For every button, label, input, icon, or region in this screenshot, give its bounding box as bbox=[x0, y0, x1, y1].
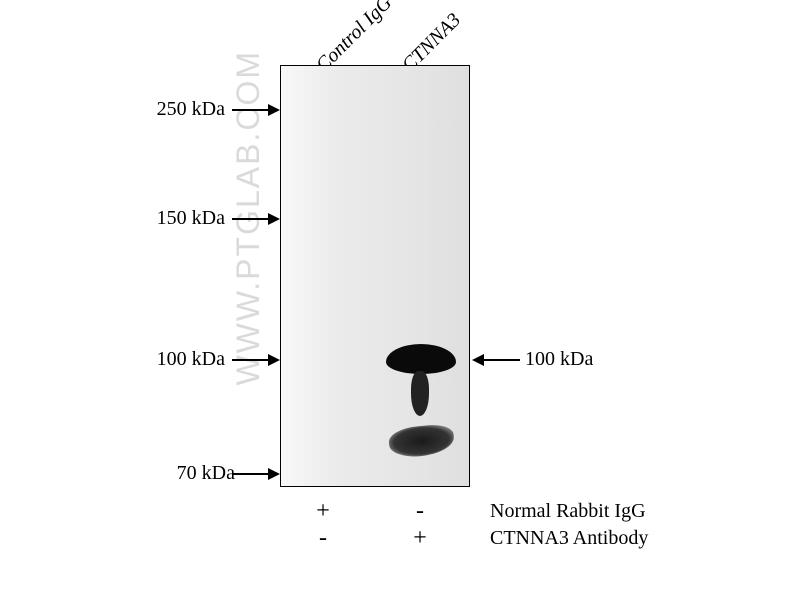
mw-marker-70: 70 kDa bbox=[135, 462, 235, 485]
treatment-target-ab: + bbox=[405, 525, 435, 552]
band-100kda-main bbox=[386, 344, 456, 374]
arrow-250 bbox=[232, 100, 280, 120]
treatment-target-igg: - bbox=[405, 498, 435, 525]
band-label-detected: 100 kDa bbox=[525, 348, 593, 371]
band-lower bbox=[388, 423, 455, 459]
arrow-70 bbox=[232, 464, 280, 484]
mw-marker-150: 150 kDa bbox=[125, 207, 225, 230]
treatment-label-ab: CTNNA3 Antibody bbox=[490, 527, 648, 550]
arrow-band-detected bbox=[472, 350, 520, 370]
blot-membrane bbox=[280, 65, 470, 487]
treatment-label-igg: Normal Rabbit IgG bbox=[490, 500, 646, 523]
band-smear bbox=[411, 371, 429, 416]
mw-marker-100: 100 kDa bbox=[125, 348, 225, 371]
treatment-control-ab: - bbox=[308, 525, 338, 552]
mw-marker-250: 250 kDa bbox=[125, 98, 225, 121]
arrow-100 bbox=[232, 350, 280, 370]
arrow-150 bbox=[232, 209, 280, 229]
western-blot-figure: WWW.PTGLAB.COM Control IgG CTNNA3 250 kD… bbox=[0, 0, 800, 600]
treatment-control-igg: + bbox=[308, 498, 338, 525]
blot-background bbox=[281, 66, 469, 486]
